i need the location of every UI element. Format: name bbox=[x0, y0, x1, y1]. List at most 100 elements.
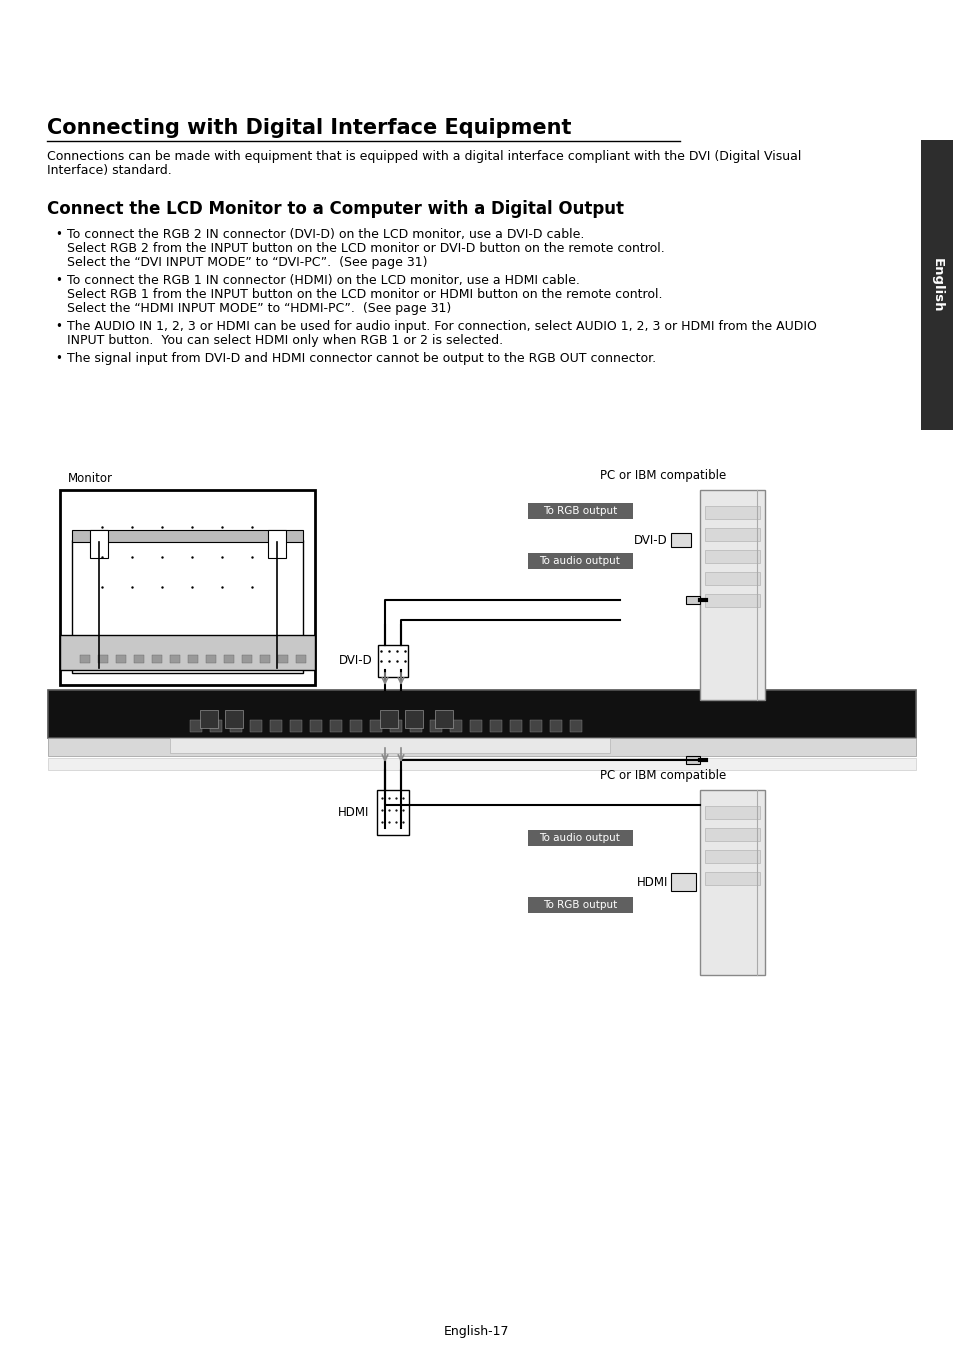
Text: To RGB output: To RGB output bbox=[542, 507, 617, 516]
Bar bbox=[188, 655, 198, 663]
Bar bbox=[330, 720, 341, 732]
Text: DVI-D: DVI-D bbox=[634, 534, 667, 547]
Bar bbox=[704, 871, 760, 885]
Bar bbox=[376, 790, 409, 835]
Bar bbox=[704, 571, 760, 585]
Bar bbox=[206, 655, 215, 663]
Bar bbox=[704, 850, 760, 863]
Bar bbox=[277, 655, 288, 663]
Text: Select RGB 1 from the INPUT button on the LCD monitor or HDMI button on the remo: Select RGB 1 from the INPUT button on th… bbox=[67, 288, 661, 301]
Polygon shape bbox=[177, 690, 199, 728]
Text: PC or IBM compatible: PC or IBM compatible bbox=[599, 769, 725, 782]
Bar bbox=[530, 720, 541, 732]
Bar bbox=[48, 758, 915, 770]
Text: INPUT button.  You can select HDMI only when RGB 1 or 2 is selected.: INPUT button. You can select HDMI only w… bbox=[67, 334, 502, 347]
Bar bbox=[527, 503, 633, 519]
Bar bbox=[224, 655, 233, 663]
Text: HDMI: HDMI bbox=[636, 875, 667, 889]
Text: •: • bbox=[55, 353, 62, 365]
Bar bbox=[510, 720, 521, 732]
Text: DVI-D: DVI-D bbox=[339, 654, 373, 667]
Bar bbox=[550, 720, 561, 732]
Bar bbox=[80, 655, 90, 663]
Bar bbox=[704, 550, 760, 563]
Bar bbox=[48, 690, 915, 738]
Bar bbox=[527, 897, 633, 913]
Bar bbox=[700, 790, 764, 975]
Bar bbox=[60, 635, 314, 670]
Text: Select the “HDMI INPUT MODE” to “HDMI-PC”.  (See page 31): Select the “HDMI INPUT MODE” to “HDMI-PC… bbox=[67, 303, 451, 315]
Bar bbox=[116, 655, 126, 663]
Bar bbox=[527, 830, 633, 846]
Bar bbox=[170, 738, 609, 753]
Bar bbox=[295, 655, 306, 663]
Bar bbox=[268, 530, 286, 558]
Bar bbox=[370, 720, 381, 732]
Text: Monitor: Monitor bbox=[68, 471, 112, 485]
Text: English: English bbox=[929, 258, 943, 312]
Bar bbox=[704, 507, 760, 519]
Bar bbox=[685, 757, 700, 765]
Bar bbox=[210, 720, 222, 732]
Text: HDMI: HDMI bbox=[337, 805, 369, 819]
Bar bbox=[200, 711, 218, 728]
Bar bbox=[48, 738, 915, 757]
Bar bbox=[250, 720, 262, 732]
Bar bbox=[260, 655, 270, 663]
Bar bbox=[704, 828, 760, 842]
Bar bbox=[71, 530, 303, 542]
Bar bbox=[704, 807, 760, 819]
Text: The AUDIO IN 1, 2, 3 or HDMI can be used for audio input. For connection, select: The AUDIO IN 1, 2, 3 or HDMI can be used… bbox=[67, 320, 816, 332]
Bar bbox=[569, 720, 581, 732]
Text: Connections can be made with equipment that is equipped with a digital interface: Connections can be made with equipment t… bbox=[47, 150, 801, 163]
Bar bbox=[450, 720, 461, 732]
Bar bbox=[405, 711, 422, 728]
Bar bbox=[225, 711, 243, 728]
Bar bbox=[490, 720, 501, 732]
Bar bbox=[390, 720, 401, 732]
Text: Select the “DVI INPUT MODE” to “DVI-PC”.  (See page 31): Select the “DVI INPUT MODE” to “DVI-PC”.… bbox=[67, 255, 427, 269]
Bar bbox=[377, 644, 408, 677]
Text: Connect the LCD Monitor to a Computer with a Digital Output: Connect the LCD Monitor to a Computer wi… bbox=[47, 200, 623, 218]
Bar bbox=[435, 711, 453, 728]
Text: •: • bbox=[55, 274, 62, 286]
Text: To RGB output: To RGB output bbox=[542, 900, 617, 911]
Bar bbox=[704, 528, 760, 540]
Bar bbox=[290, 720, 302, 732]
Text: •: • bbox=[55, 320, 62, 332]
Bar bbox=[230, 720, 242, 732]
Bar bbox=[98, 655, 108, 663]
Text: Select RGB 2 from the INPUT button on the LCD monitor or DVI-D button on the rem: Select RGB 2 from the INPUT button on th… bbox=[67, 242, 664, 255]
Bar bbox=[920, 141, 953, 430]
Bar bbox=[527, 553, 633, 569]
Bar bbox=[71, 540, 303, 673]
Bar bbox=[685, 596, 700, 604]
Bar bbox=[704, 594, 760, 607]
Bar bbox=[242, 655, 252, 663]
Bar bbox=[430, 720, 441, 732]
Bar bbox=[270, 720, 282, 732]
Text: English-17: English-17 bbox=[444, 1325, 509, 1337]
Bar bbox=[170, 655, 180, 663]
Text: Interface) standard.: Interface) standard. bbox=[47, 163, 172, 177]
Text: The signal input from DVI-D and HDMI connector cannot be output to the RGB OUT c: The signal input from DVI-D and HDMI con… bbox=[67, 353, 656, 365]
Bar bbox=[670, 534, 690, 547]
Bar bbox=[470, 720, 481, 732]
Bar bbox=[60, 490, 314, 685]
Text: To audio output: To audio output bbox=[539, 557, 619, 566]
Text: Connecting with Digital Interface Equipment: Connecting with Digital Interface Equipm… bbox=[47, 118, 571, 138]
Text: •: • bbox=[55, 228, 62, 240]
Bar bbox=[310, 720, 322, 732]
Bar bbox=[670, 873, 696, 892]
Text: To audio output: To audio output bbox=[539, 834, 619, 843]
Text: To connect the RGB 2 IN connector (DVI-D) on the LCD monitor, use a DVI-D cable.: To connect the RGB 2 IN connector (DVI-D… bbox=[67, 228, 584, 240]
Bar bbox=[133, 655, 144, 663]
Bar bbox=[152, 655, 162, 663]
Text: PC or IBM compatible: PC or IBM compatible bbox=[599, 469, 725, 482]
Bar bbox=[379, 711, 397, 728]
Bar bbox=[410, 720, 421, 732]
Text: To connect the RGB 1 IN connector (HDMI) on the LCD monitor, use a HDMI cable.: To connect the RGB 1 IN connector (HDMI)… bbox=[67, 274, 579, 286]
Bar bbox=[90, 530, 108, 558]
Bar bbox=[700, 490, 764, 700]
Bar bbox=[350, 720, 361, 732]
